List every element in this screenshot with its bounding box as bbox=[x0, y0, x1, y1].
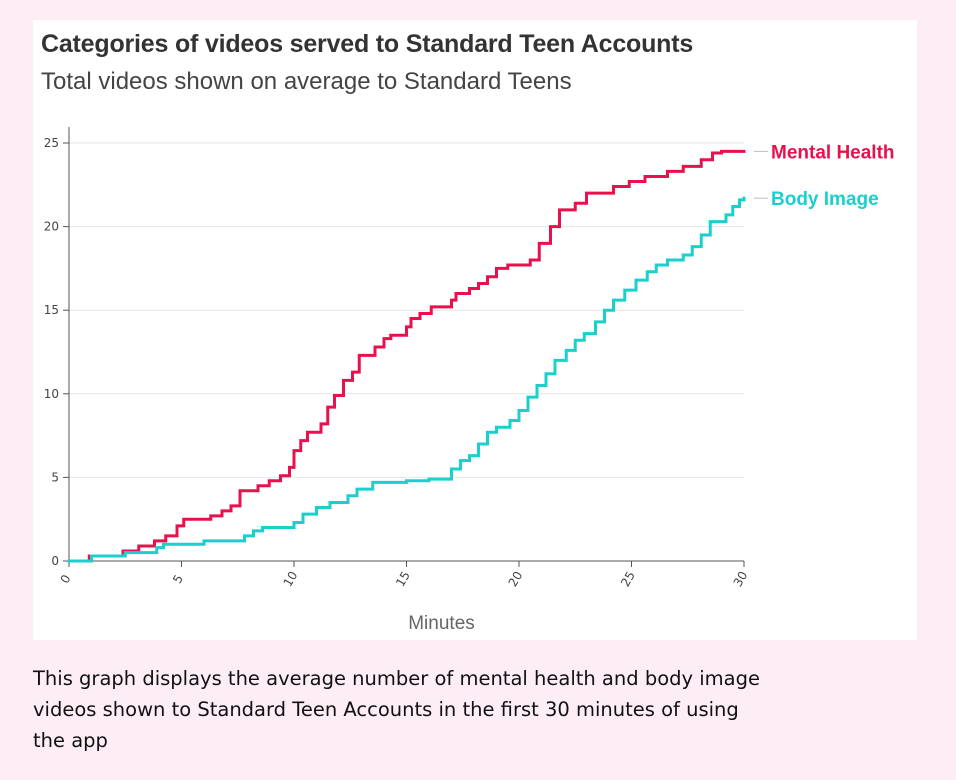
x-tick-label-10: 10 bbox=[281, 569, 301, 589]
y-tick-label-20: 20 bbox=[44, 220, 59, 234]
series-label-mental-health: Mental Health bbox=[771, 142, 895, 163]
y-tick-label-15: 15 bbox=[44, 303, 59, 317]
gridlines bbox=[69, 142, 744, 478]
x-tick-label-0: 0 bbox=[58, 572, 74, 586]
series-line-body-image bbox=[67, 196, 746, 563]
x-tick-label-20: 20 bbox=[506, 569, 526, 589]
series-line-mental-health bbox=[67, 149, 746, 563]
y-tick-label-5: 5 bbox=[51, 470, 59, 484]
x-axis-title: Minutes bbox=[408, 613, 475, 634]
x-tick-label-5: 5 bbox=[170, 572, 186, 586]
x-tick-label-25: 25 bbox=[618, 569, 638, 589]
series-lines bbox=[67, 149, 746, 563]
line-chart: 0 5 10 15 20 25 0 5 10 15 20 25 30 Mental Health Body… bbox=[44, 127, 895, 634]
y-tick-label-0: 0 bbox=[51, 554, 59, 568]
chart-subtitle: Total videos shown on average to Standar… bbox=[41, 68, 572, 95]
axes: 0 5 10 15 20 25 0 5 10 15 20 25 30 bbox=[44, 127, 751, 589]
x-tick-label-15: 15 bbox=[393, 569, 413, 589]
caption-text: This graph displays the average number o… bbox=[33, 667, 760, 752]
series-labels: Mental Health Body Image bbox=[754, 142, 895, 210]
chart-card: Categories of videos served to Standard … bbox=[33, 20, 917, 640]
y-tick-label-10: 10 bbox=[44, 387, 59, 401]
y-tick-label-25: 25 bbox=[44, 136, 59, 150]
chart-title: Categories of videos served to Standard … bbox=[41, 30, 694, 58]
x-tick-label-30: 30 bbox=[731, 569, 751, 589]
series-label-body-image: Body Image bbox=[771, 189, 879, 210]
